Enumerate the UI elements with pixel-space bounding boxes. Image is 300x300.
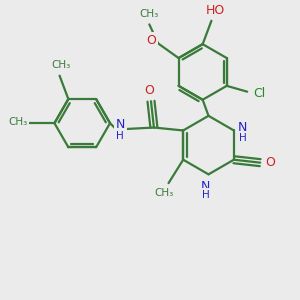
Text: CH₃: CH₃: [8, 117, 28, 127]
Text: H: H: [239, 133, 247, 143]
Text: H: H: [116, 131, 124, 141]
Text: N: N: [238, 121, 247, 134]
Text: O: O: [147, 34, 157, 47]
Text: H: H: [202, 190, 209, 200]
Text: O: O: [145, 84, 154, 97]
Text: CH₃: CH₃: [140, 9, 159, 19]
Text: CH₃: CH₃: [51, 60, 71, 70]
Text: Cl: Cl: [253, 87, 265, 100]
Text: O: O: [266, 156, 275, 169]
Text: HO: HO: [206, 4, 226, 17]
Text: N: N: [201, 179, 210, 193]
Text: N: N: [116, 118, 125, 131]
Text: CH₃: CH₃: [154, 188, 174, 198]
